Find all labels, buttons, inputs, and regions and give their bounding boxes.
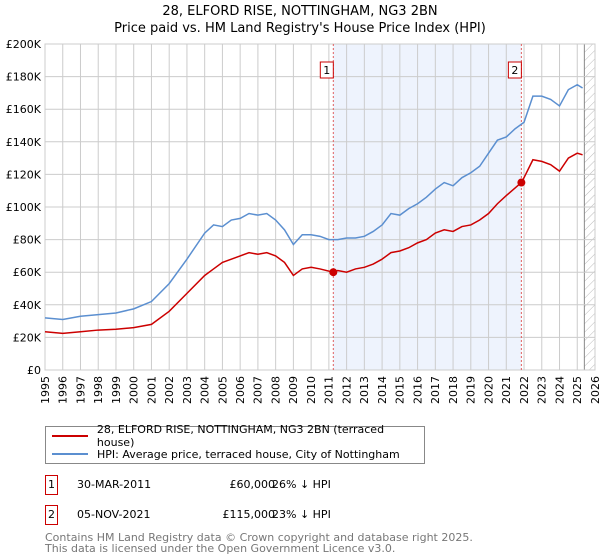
- y-tick-label: £160K: [6, 103, 42, 116]
- transaction-badge: 1: [45, 475, 58, 495]
- price-paid-line: [44, 152, 583, 335]
- transaction-price: £115,000: [222, 508, 276, 521]
- x-tick-label: 1999: [110, 376, 123, 404]
- legend-label: 28, ELFORD RISE, NOTTINGHAM, NG3 2BN (te…: [96, 423, 385, 449]
- x-tick-label: 2005: [216, 376, 229, 404]
- y-tick-label: £20K: [13, 331, 42, 344]
- x-tick-label: 2018: [447, 376, 460, 404]
- transaction-date: 05-NOV-2021: [77, 508, 151, 521]
- x-tick-label: 2019: [465, 376, 478, 404]
- legend-swatch-red: [52, 435, 88, 437]
- y-tick-label: £0: [27, 364, 41, 377]
- y-tick-label: £60K: [13, 266, 42, 279]
- x-tick-label: 2024: [553, 376, 566, 404]
- sale-point: [329, 268, 338, 277]
- transaction-price: £60,000: [229, 478, 276, 491]
- legend-item-hpi: HPI: Average price, terraced house, City…: [52, 446, 400, 462]
- x-tick-label: 2004: [199, 376, 212, 404]
- footer: Contains HM Land Registry data © Crown c…: [45, 532, 473, 554]
- y-tick-label: £180K: [6, 71, 42, 84]
- x-tick-label: 1997: [74, 376, 87, 404]
- y-tick-label: £140K: [6, 136, 42, 149]
- x-tick-label: 1995: [39, 376, 52, 404]
- transaction-date: 30-MAR-2011: [77, 478, 152, 491]
- x-tick-label: 2011: [323, 376, 336, 404]
- sale-badge-box: [507, 61, 522, 79]
- x-tick-label: 2015: [394, 376, 407, 404]
- x-tick-label: 2010: [305, 376, 318, 404]
- x-tick-label: 2002: [163, 376, 176, 404]
- x-tick-label: 2017: [429, 376, 442, 404]
- x-tick-label: 2025: [571, 376, 584, 404]
- x-tick-label: 2026: [589, 376, 600, 404]
- x-tick-label: 2009: [287, 376, 300, 404]
- y-tick-label: £40K: [13, 299, 42, 312]
- x-tick-label: 2008: [269, 376, 282, 404]
- y-tick-label: £120K: [6, 168, 42, 181]
- transaction-delta: 23% ↓ HPI: [272, 508, 331, 521]
- x-tick-label: 2013: [358, 376, 371, 404]
- footer-licence: This data is licensed under the Open Gov…: [45, 542, 396, 555]
- x-tick-label: 2012: [340, 376, 353, 404]
- x-tick-label: 2016: [411, 376, 424, 404]
- x-tick-label: 2006: [234, 376, 247, 404]
- chart-subtitle: Price paid vs. HM Land Registry's House …: [114, 21, 486, 36]
- y-tick-label: £100K: [6, 201, 42, 214]
- x-tick-label: 2020: [482, 376, 495, 404]
- hpi-line: [44, 83, 583, 321]
- x-tick-label: 2000: [128, 376, 141, 404]
- footer-copyright: Contains HM Land Registry data © Crown c…: [45, 531, 473, 544]
- legend-swatch-blue: [52, 453, 88, 455]
- chart-title: 28, ELFORD RISE, NOTTINGHAM, NG3 2BN: [162, 4, 438, 19]
- sale-badge-label: 1: [323, 64, 330, 77]
- legend-item-property: 28, ELFORD RISE, NOTTINGHAM, NG3 2BN (te…: [52, 423, 424, 449]
- price-chart: 1995 1996 1997 1998 1999 2000 2001 2002 2003 2004…: [6, 38, 600, 404]
- x-tick-label: 2014: [376, 376, 389, 404]
- legend-label: HPI: Average price, terraced house, City…: [97, 447, 400, 461]
- y-tick-label: £80K: [13, 234, 42, 247]
- x-tick-label: 1996: [57, 376, 70, 404]
- x-tick-label: 2001: [145, 376, 158, 404]
- x-tick-label: 2023: [536, 376, 549, 404]
- sale-badge-label: 2: [511, 64, 518, 77]
- x-tick-label: 1998: [92, 376, 105, 404]
- x-tick-label: 2003: [181, 376, 194, 404]
- x-tick-label: 2021: [500, 376, 513, 404]
- transaction-badge: 2: [45, 505, 58, 525]
- plot-frame: [44, 43, 596, 371]
- transaction-delta: 26% ↓ HPI: [272, 478, 331, 491]
- y-tick-label: £200K: [6, 38, 42, 51]
- x-tick-label: 2022: [518, 376, 531, 404]
- x-tick-label: 2007: [252, 376, 265, 404]
- legend: 28, ELFORD RISE, NOTTINGHAM, NG3 2BN (te…: [45, 423, 425, 464]
- sale-point: [517, 178, 526, 187]
- sale-badge-box: [319, 61, 334, 79]
